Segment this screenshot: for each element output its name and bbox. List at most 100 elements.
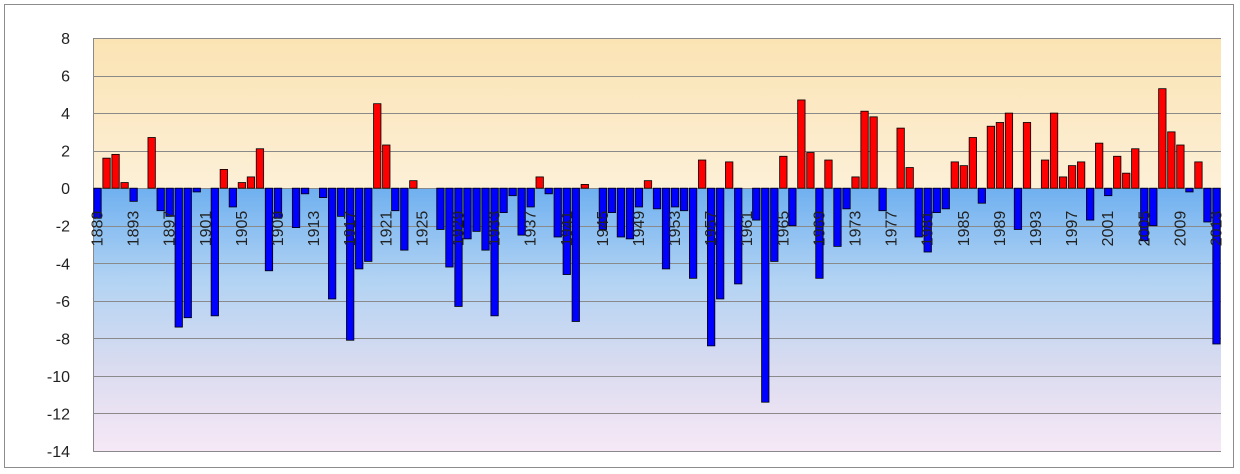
x-tick-label: 2009 <box>1172 211 1189 247</box>
bar-2006 <box>1149 187 1158 227</box>
bar-1967 <box>797 99 806 189</box>
bar-1989 <box>995 122 1005 189</box>
bar-1922 <box>391 187 400 212</box>
bar-1965 <box>779 155 788 189</box>
bar-1915 <box>328 187 337 300</box>
bar-1927 <box>436 187 445 230</box>
x-tick-label: 1917 <box>342 211 359 247</box>
x-tick-label: 1897 <box>162 211 179 247</box>
bar-2002 <box>1113 155 1122 189</box>
x-tick-label: 1969 <box>811 211 828 247</box>
x-tick-label: 1973 <box>848 211 865 247</box>
x-tick-label: 1905 <box>234 211 251 247</box>
x-tick-label: 1945 <box>595 211 612 247</box>
x-tick-label: 1925 <box>414 211 431 247</box>
bar-1932 <box>481 187 490 251</box>
bar-1942 <box>571 187 580 322</box>
bar-1936 <box>517 187 526 236</box>
y-tick-label: 6 <box>61 69 70 86</box>
bar-1889 <box>93 187 102 219</box>
bar-1918 <box>355 187 364 270</box>
bar-1970 <box>824 159 833 189</box>
bar-1969 <box>815 187 824 279</box>
bar-1953 <box>670 187 680 208</box>
x-tick-label: 1989 <box>992 211 1009 247</box>
bar-1984 <box>950 161 959 189</box>
bar-1954 <box>679 187 689 212</box>
bar-1903 <box>219 169 228 189</box>
bar-1906 <box>246 176 256 189</box>
bar-1963 <box>761 187 770 403</box>
x-tick-label: 1921 <box>378 211 395 247</box>
bar-1943 <box>580 184 589 189</box>
y-tick-label: -8 <box>56 331 70 348</box>
x-tick-label: 1981 <box>920 211 937 247</box>
bar-1951 <box>652 187 662 210</box>
bar-1919 <box>364 187 373 262</box>
bar-1952 <box>661 187 671 270</box>
bar-1949 <box>634 187 644 208</box>
y-tick-label: -4 <box>56 256 70 273</box>
bar-1899 <box>183 187 192 319</box>
bar-1893 <box>129 187 138 202</box>
bar-2010 <box>1185 187 1194 193</box>
x-tick-label: 1961 <box>739 211 756 247</box>
x-tick-label: 1985 <box>956 211 973 247</box>
bar-1948 <box>625 187 635 240</box>
x-tick-label: 1993 <box>1028 211 1045 247</box>
bar-1898 <box>174 187 183 328</box>
bar-1999 <box>1086 187 1095 221</box>
x-tick-label: 1909 <box>270 211 287 247</box>
bar-1995 <box>1049 112 1059 189</box>
bar-1997 <box>1068 165 1077 189</box>
y-tick-label: 4 <box>61 106 70 123</box>
bar-1974 <box>860 110 869 189</box>
bar-1966 <box>788 187 797 227</box>
y-tick-label: -12 <box>47 406 70 423</box>
bar-2001 <box>1104 187 1113 197</box>
bar-1946 <box>607 187 616 213</box>
x-tick-label: 1949 <box>631 211 648 247</box>
bar-1987 <box>977 187 986 204</box>
bar-1976 <box>878 187 887 212</box>
x-tick-label: 1901 <box>198 211 215 247</box>
bar-1938 <box>535 176 544 189</box>
bar-1981 <box>923 187 932 253</box>
x-tick-label: 1889 <box>90 211 107 247</box>
y-tick-label: -10 <box>47 369 70 386</box>
bar-2012 <box>1203 187 1212 223</box>
bar-2008 <box>1167 131 1176 189</box>
bar-1996 <box>1058 176 1068 189</box>
bar-1975 <box>869 116 878 189</box>
bars <box>93 88 1221 403</box>
y-tick-label: 0 <box>61 181 70 198</box>
x-tick-label: 1997 <box>1064 211 1081 247</box>
bar-1991 <box>1013 187 1023 230</box>
bar-1950 <box>643 180 653 189</box>
x-tick-label: 1965 <box>775 211 792 247</box>
bar-1990 <box>1004 112 1014 189</box>
bar-1904 <box>228 187 237 208</box>
bar-1907 <box>255 148 265 189</box>
bar-1928 <box>445 187 454 268</box>
bar-1916 <box>337 187 346 217</box>
bar-1972 <box>842 187 851 210</box>
bar-1912 <box>300 187 310 195</box>
bar-1934 <box>499 187 508 213</box>
bar-1955 <box>689 187 698 279</box>
bar-1895 <box>147 137 156 189</box>
x-tick-label: 1957 <box>703 211 720 247</box>
bar-2009 <box>1176 144 1185 189</box>
bar-1939 <box>544 187 553 195</box>
bar-1964 <box>770 187 779 262</box>
bar-1979 <box>905 167 914 189</box>
x-tick-label: 1977 <box>884 211 901 247</box>
bar-2003 <box>1122 172 1131 189</box>
bar-1900 <box>192 187 201 193</box>
bar-1994 <box>1040 159 1050 189</box>
bar-1998 <box>1077 161 1086 189</box>
bar-1920 <box>373 103 382 189</box>
bar-1959 <box>725 161 734 189</box>
bar-1905 <box>237 182 246 189</box>
bar-1986 <box>968 137 977 189</box>
